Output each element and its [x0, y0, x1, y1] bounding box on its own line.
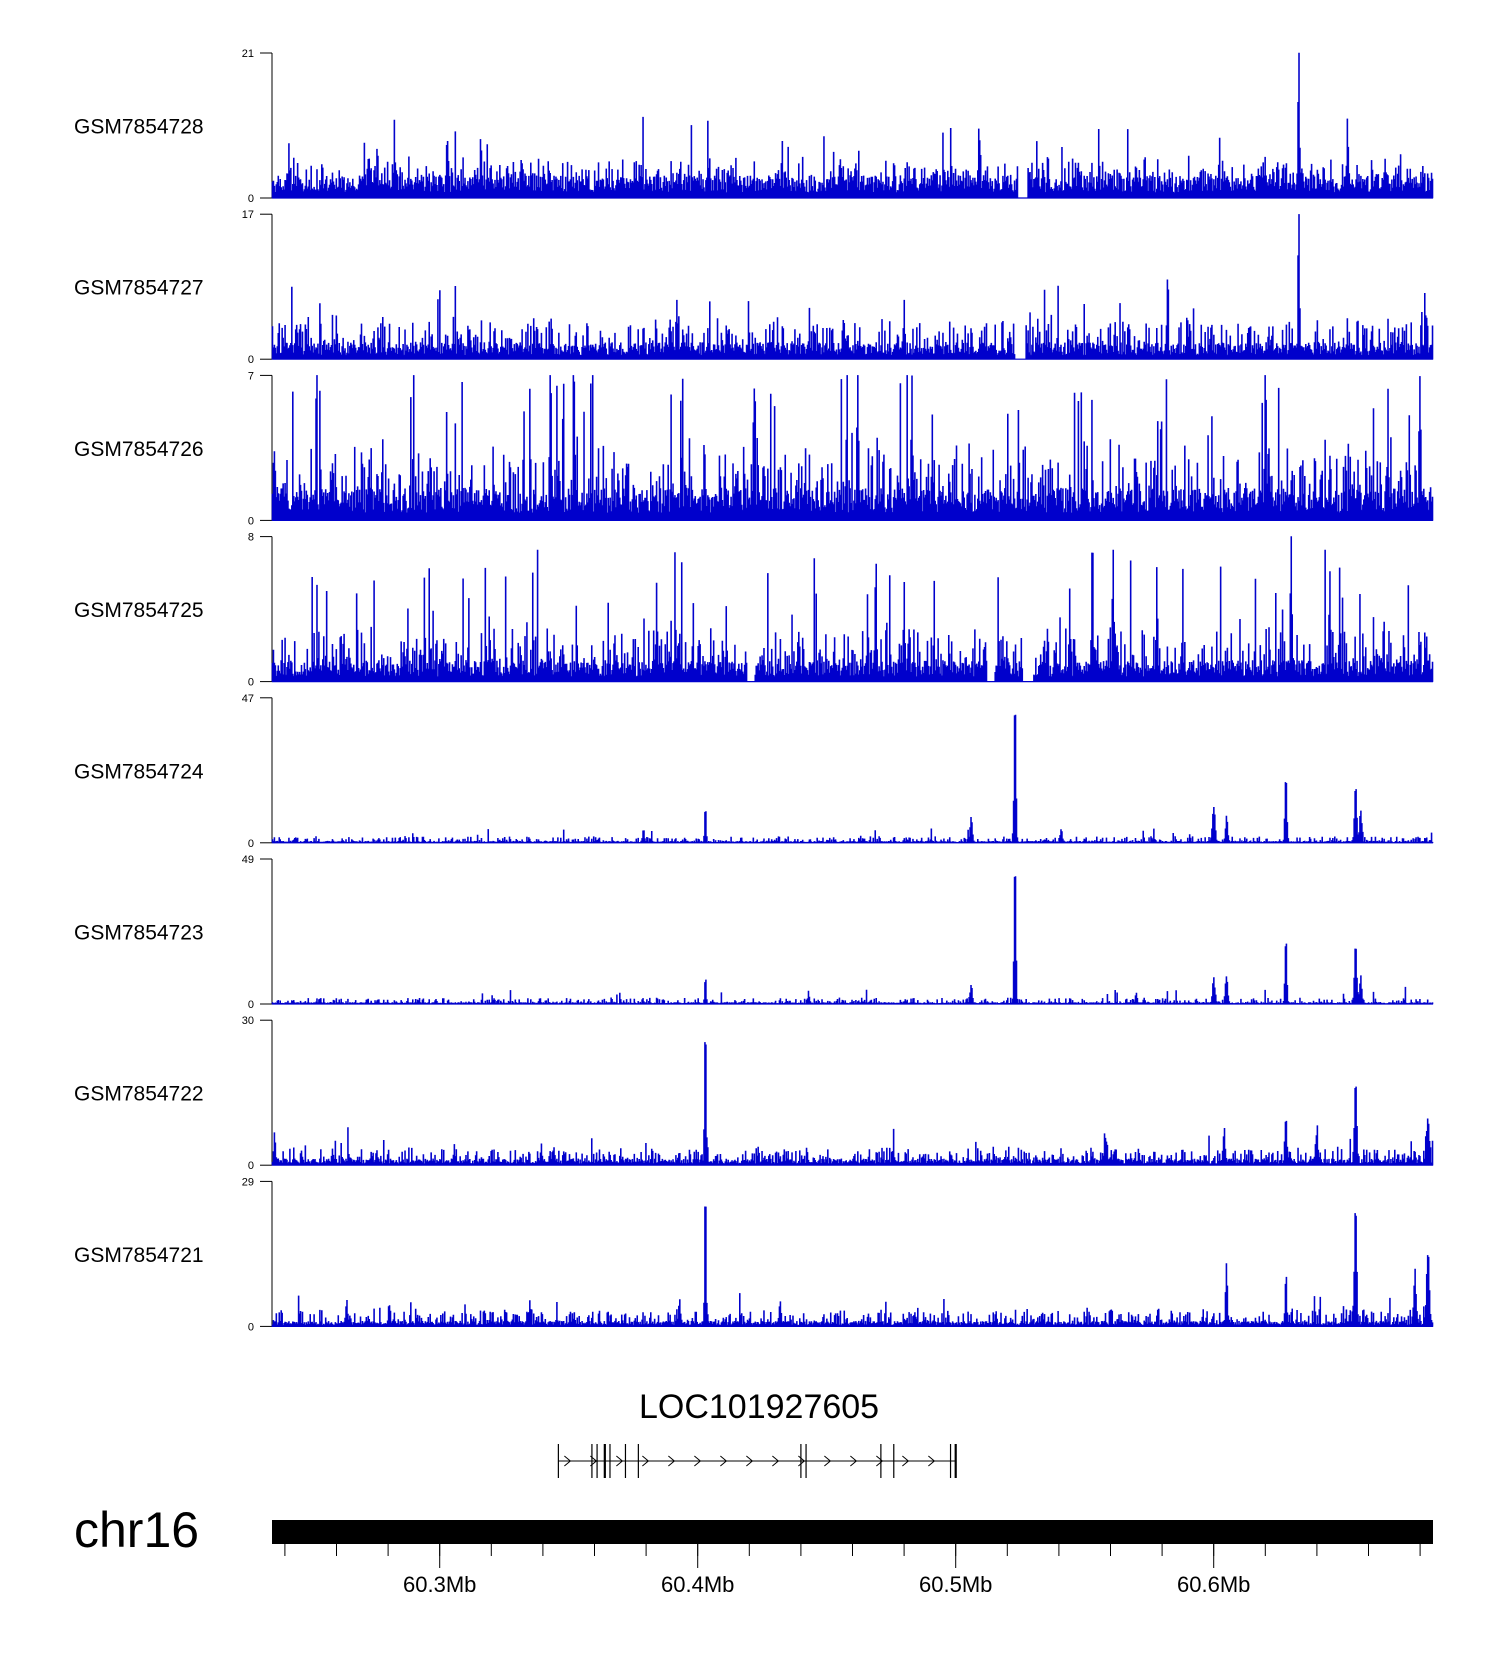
gene-strand-arrow [668, 1455, 676, 1467]
y-axis-min-label: 0 [248, 515, 254, 527]
y-axis-min-label: 0 [248, 677, 254, 689]
signal-tracks: GSM7854728210GSM7854727170GSM785472670GS… [74, 48, 1434, 1333]
y-axis-min-label: 0 [248, 354, 254, 366]
track-GSM7854726: GSM7854726 7 0 [74, 370, 1434, 527]
y-axis-max-label: 29 [242, 1176, 254, 1188]
y-axis-max-label: 21 [242, 48, 254, 60]
y-axis-min-label: 0 [248, 838, 254, 850]
track-GSM7854724: GSM7854724 47 0 [74, 693, 1434, 850]
track-label: GSM7854723 [74, 922, 204, 945]
gene-strand-arrow [850, 1455, 858, 1467]
chromosome-axis: chr16 60.3Mb 60.4Mb 60.5Mb 60.6Mb [74, 1502, 1433, 1597]
gene-name: LOC101927605 [639, 1388, 879, 1426]
gene-strand-arrow [694, 1455, 702, 1467]
signal-area [271, 1042, 1434, 1166]
signal-area [271, 876, 1434, 1005]
y-axis-max-label: 17 [242, 209, 254, 221]
signal-area [271, 1206, 1434, 1327]
y-axis-max-label: 49 [242, 854, 254, 866]
y-axis-min-label: 0 [248, 1321, 254, 1333]
y-axis-min-label: 0 [248, 193, 254, 205]
y-axis-min-label: 0 [248, 999, 254, 1011]
gene-strand-arrow [564, 1455, 572, 1467]
track-label: GSM7854722 [74, 1083, 204, 1106]
signal-area [271, 536, 1434, 682]
gene-strand-arrow [642, 1455, 650, 1467]
track-label: GSM7854728 [74, 116, 204, 139]
track-GSM7854723: GSM7854723 49 0 [74, 854, 1434, 1011]
gene-strand-arrow [928, 1455, 936, 1467]
track-GSM7854727: GSM7854727 17 0 [74, 209, 1434, 366]
signal-area [271, 714, 1434, 844]
track-label: GSM7854721 [74, 1244, 204, 1267]
axis-tick-label: 60.6Mb [1177, 1572, 1250, 1597]
gene-strand-arrow [616, 1455, 624, 1467]
track-label: GSM7854727 [74, 277, 204, 300]
chromosome-bar [272, 1520, 1433, 1544]
gene-strand-arrow [720, 1455, 728, 1467]
y-axis-min-label: 0 [248, 1160, 254, 1172]
gene-strand-arrow [876, 1455, 884, 1467]
signal-area [271, 52, 1434, 199]
track-GSM7854728: GSM7854728 21 0 [74, 48, 1434, 205]
track-label: GSM7854726 [74, 438, 204, 461]
y-axis-max-label: 7 [248, 370, 254, 382]
y-axis-max-label: 47 [242, 693, 254, 705]
axis-tick-label: 60.4Mb [661, 1572, 734, 1597]
track-label: GSM7854724 [74, 760, 204, 783]
axis-tick-label: 60.3Mb [403, 1572, 476, 1597]
gene-strand-arrow [590, 1455, 598, 1467]
track-label: GSM7854725 [74, 599, 204, 622]
gene-strand-arrow [772, 1455, 780, 1467]
gene-strand-arrow [824, 1455, 832, 1467]
y-axis-max-label: 8 [248, 532, 254, 544]
gene-annotation-track: LOC101927605 [557, 1388, 957, 1478]
y-axis-max-label: 30 [242, 1015, 254, 1027]
track-GSM7854721: GSM7854721 29 0 [74, 1176, 1434, 1333]
gene-strand-arrow [798, 1455, 806, 1467]
axis-tick-label: 60.5Mb [919, 1572, 992, 1597]
track-GSM7854725: GSM7854725 8 0 [74, 532, 1434, 689]
track-GSM7854722: GSM7854722 30 0 [74, 1015, 1434, 1172]
gene-strand-arrow [746, 1455, 754, 1467]
chromosome-label: chr16 [74, 1502, 199, 1558]
signal-area [271, 214, 1434, 360]
gene-strand-arrow [902, 1455, 910, 1467]
signal-area [271, 375, 1434, 521]
